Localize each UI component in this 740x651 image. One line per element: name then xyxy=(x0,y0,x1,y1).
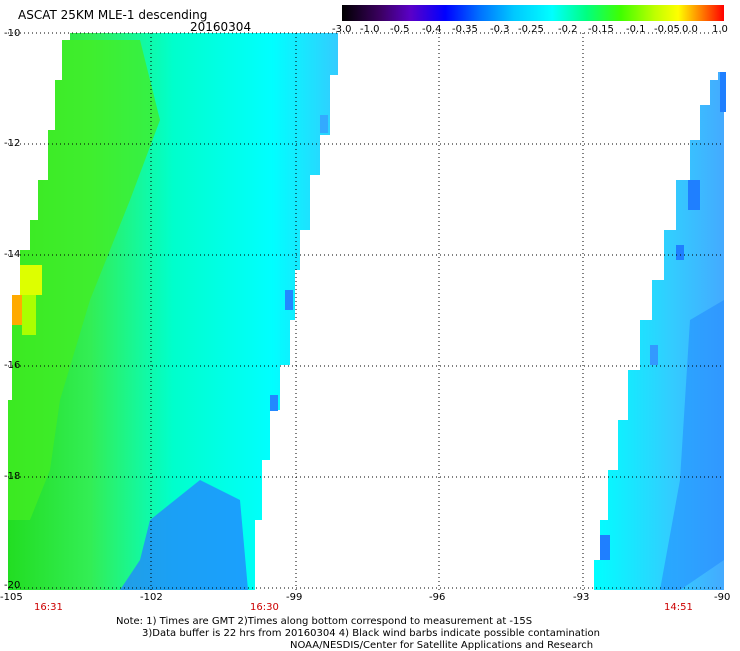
east-blue xyxy=(720,72,726,112)
y-tick-label: -10 xyxy=(4,28,21,39)
colorbar-tick: -0.15 xyxy=(588,24,614,35)
note-line-2: 3)Data buffer is 22 hrs from 20160304 4)… xyxy=(142,628,600,639)
map-date: 20160304 xyxy=(190,20,252,34)
colorbar-tick: -0.5 xyxy=(390,24,410,35)
y-tick-label: -18 xyxy=(4,471,21,482)
colorbar-tick: -0.1 xyxy=(626,24,646,35)
y-tick-label: -12 xyxy=(4,138,21,149)
colorbar-tick: -0.35 xyxy=(452,24,478,35)
edge-blue xyxy=(285,290,293,310)
yellow-patch xyxy=(20,265,42,295)
colorbar-tick: -1.0 xyxy=(360,24,380,35)
x-tick-label: -93 xyxy=(573,592,590,603)
edge-blue xyxy=(270,395,278,411)
colorbar-tick: -0.3 xyxy=(490,24,510,35)
east-blue xyxy=(650,345,658,365)
orange-patch xyxy=(12,295,22,325)
east-blue xyxy=(688,180,700,210)
east-blue xyxy=(600,535,610,560)
note-line-3: NOAA/NESDIS/Center for Satellite Applica… xyxy=(290,640,594,651)
east-blue xyxy=(676,245,684,260)
colorbar-tick: -3.0 xyxy=(332,24,352,35)
x-tick-label: -90 xyxy=(714,592,731,603)
west-green-band xyxy=(8,40,160,520)
yellow-patch-2 xyxy=(22,295,36,335)
pass-time-label: 16:30 xyxy=(250,602,279,613)
colorbar-tick: 1.0 xyxy=(712,24,728,35)
edge-blue xyxy=(320,115,328,133)
pass-time-label: 14:51 xyxy=(664,602,693,613)
note-line-1: Note: 1) Times are GMT 2)Times along bot… xyxy=(116,616,533,627)
colorbar-tick: -0.4 xyxy=(422,24,442,35)
grid xyxy=(8,32,724,590)
colorbar-tick: -0.2 xyxy=(558,24,578,35)
y-tick-label: -16 xyxy=(4,360,21,371)
y-tick-label: -20 xyxy=(4,580,21,591)
x-tick-label: -96 xyxy=(429,592,446,603)
x-tick-label: -102 xyxy=(140,592,163,603)
west-blue-patch xyxy=(120,480,248,590)
colorbar-tick: -0.25 xyxy=(518,24,544,35)
x-tick-label: -105 xyxy=(0,592,23,603)
pass-time-label: 16:31 xyxy=(34,602,63,613)
x-tick-label: -99 xyxy=(286,592,303,603)
colorbar xyxy=(342,5,724,21)
colorbar-tick: -0.05 xyxy=(654,24,680,35)
map-title: ASCAT 25KM MLE-1 descending xyxy=(18,8,208,22)
east-blue-band xyxy=(660,300,724,590)
y-tick-label: -14 xyxy=(4,249,21,260)
colorbar-tick: 0.0 xyxy=(682,24,698,35)
